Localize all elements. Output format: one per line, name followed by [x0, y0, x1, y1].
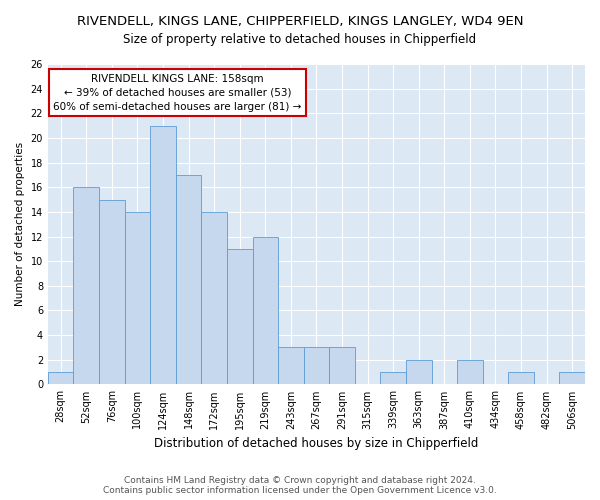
Bar	[202, 212, 227, 384]
Bar	[329, 348, 355, 385]
Bar	[253, 236, 278, 384]
Bar	[278, 348, 304, 385]
Text: Size of property relative to detached houses in Chipperfield: Size of property relative to detached ho…	[124, 32, 476, 46]
Bar	[99, 200, 125, 384]
Text: RIVENDELL KINGS LANE: 158sqm
← 39% of detached houses are smaller (53)
60% of se: RIVENDELL KINGS LANE: 158sqm ← 39% of de…	[53, 74, 302, 112]
Bar	[73, 187, 99, 384]
Bar	[125, 212, 150, 384]
Bar	[176, 175, 202, 384]
Text: Contains HM Land Registry data © Crown copyright and database right 2024.
Contai: Contains HM Land Registry data © Crown c…	[103, 476, 497, 495]
Bar	[150, 126, 176, 384]
Bar	[406, 360, 431, 384]
Bar	[380, 372, 406, 384]
Y-axis label: Number of detached properties: Number of detached properties	[15, 142, 25, 306]
X-axis label: Distribution of detached houses by size in Chipperfield: Distribution of detached houses by size …	[154, 437, 479, 450]
Bar	[508, 372, 534, 384]
Text: RIVENDELL, KINGS LANE, CHIPPERFIELD, KINGS LANGLEY, WD4 9EN: RIVENDELL, KINGS LANE, CHIPPERFIELD, KIN…	[77, 15, 523, 28]
Bar	[48, 372, 73, 384]
Bar	[559, 372, 585, 384]
Bar	[304, 348, 329, 385]
Bar	[227, 249, 253, 384]
Bar	[457, 360, 482, 384]
